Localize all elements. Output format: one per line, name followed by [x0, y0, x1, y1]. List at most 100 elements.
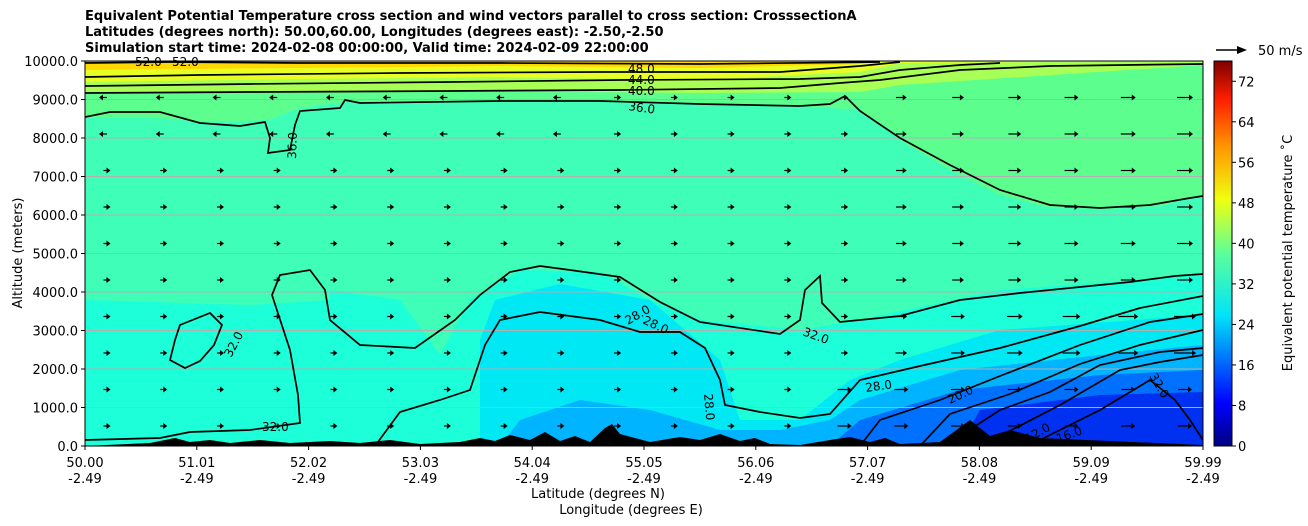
wind-vector-head: [390, 423, 395, 429]
wind-vectors: [99, 94, 1196, 429]
wind-vector-head: [560, 386, 565, 393]
wind-vector-head: [1074, 423, 1079, 429]
wind-vector-head: [219, 204, 224, 210]
wind-vector-head: [1134, 350, 1139, 356]
wind-vector-head: [730, 204, 735, 210]
wind-vector-head: [212, 94, 217, 101]
wind-vector-head: [673, 240, 678, 247]
contour-label: 52.0: [172, 55, 199, 69]
wind-vector-head: [673, 350, 678, 356]
x-tick-label-lat: 55.05: [625, 456, 662, 471]
wind-vector-head: [439, 131, 444, 137]
wind-vector-head: [617, 423, 622, 429]
wind-vector-head: [844, 167, 849, 174]
x-tick-label-lat: 58.08: [961, 456, 998, 471]
wind-vector-head: [390, 386, 395, 393]
x-tick-label-lat: 52.02: [290, 456, 327, 471]
x-axis-label-longitude: Longitude (degrees E): [559, 503, 703, 518]
wind-vector-head: [163, 350, 168, 356]
wind-vector-head: [960, 313, 965, 320]
wind-vector-head: [673, 131, 678, 137]
wind-vector-head: [787, 386, 792, 393]
wind-vector-head: [390, 204, 395, 210]
wind-vector-head: [1189, 167, 1193, 174]
wind-vector-head: [1188, 386, 1192, 393]
wind-vector-head: [844, 131, 849, 137]
wind-vector-head: [730, 350, 735, 356]
contour-label: 32.0: [262, 420, 289, 434]
wind-vector-head: [959, 131, 964, 137]
wind-vector-head: [730, 94, 735, 101]
wind-vector-head: [1018, 350, 1023, 356]
wind-vector-head: [1131, 167, 1136, 174]
wind-vector-head: [269, 131, 274, 137]
contour-label: 28.0: [864, 377, 892, 395]
wind-vector-head: [503, 350, 508, 356]
wind-vector-head: [155, 131, 160, 137]
wind-vector-head: [847, 423, 852, 429]
contour-24: [859, 313, 1203, 446]
x-tick-label-lon: -2.49: [68, 472, 102, 487]
x-tick-label-lat: 59.99: [1184, 456, 1221, 471]
wind-vector-head: [1189, 94, 1193, 101]
wind-vector-head: [503, 167, 508, 174]
wind-vector-head: [1017, 94, 1022, 101]
x-tick-label-lat: 59.09: [1073, 456, 1110, 471]
colorbar-tick-label: 40: [1238, 237, 1255, 252]
y-tick-label: 7000.0: [33, 171, 79, 186]
wind-vector-head: [1134, 313, 1139, 320]
wind-vector-head: [382, 131, 387, 137]
wind-vector-head: [844, 350, 849, 356]
contour-32-main: [85, 265, 1203, 441]
wind-vector-head: [1074, 277, 1079, 283]
wind-vector-head: [673, 423, 678, 429]
wind-vector-head: [617, 204, 622, 210]
wind-vector-head: [333, 167, 338, 174]
contour-8: [1039, 378, 1203, 441]
contour-label: 52.0: [135, 55, 162, 69]
chart-title-line-2: Latitudes (degrees north): 50.00,60.00, …: [85, 25, 664, 40]
colorbar-ticks: 0 8 16 24 32 40 48 56 64 72: [1232, 75, 1255, 455]
wind-vector-head: [276, 313, 281, 320]
wind-vector-head: [787, 350, 792, 356]
wind-reference-arrowhead-icon: [1237, 46, 1247, 54]
wind-vector-head: [560, 350, 565, 356]
wind-vector-head: [106, 167, 111, 174]
wind-vector-head: [496, 131, 501, 137]
wind-vector-head: [787, 240, 792, 247]
wind-vector-head: [1189, 277, 1193, 283]
x-tick-label-lon: -2.49: [404, 472, 438, 487]
wind-vector-head: [219, 386, 224, 393]
wind-vector-head: [1131, 204, 1136, 210]
wind-vector-head: [1017, 204, 1022, 210]
contour-label: 28.0: [701, 393, 717, 421]
wind-vector-head: [163, 313, 168, 320]
wind-vector-head: [106, 350, 111, 356]
wind-vector-head: [673, 94, 678, 101]
wind-vector-head: [390, 277, 395, 283]
colorbar-tick-label: 64: [1238, 116, 1255, 131]
wind-vector-head: [503, 240, 508, 247]
wind-vector-head: [155, 94, 160, 101]
wind-vector-head: [276, 277, 281, 283]
x-tick-label-lon: -2.49: [851, 472, 885, 487]
wind-vector-head: [903, 350, 908, 356]
wind-vector-head: [325, 131, 330, 137]
wind-vector-head: [390, 240, 395, 247]
wind-vector-head: [219, 240, 224, 247]
wind-reference-key: 50 m/s: [1216, 44, 1303, 59]
wind-vector-head: [163, 240, 168, 247]
x-tick-label-lon: -2.49: [515, 472, 549, 487]
contour-lines: [85, 61, 1203, 446]
wind-vector-head: [333, 423, 338, 429]
wind-vector-head: [560, 313, 565, 320]
contour-28-main: [374, 295, 1203, 446]
wind-vector-head: [1188, 423, 1192, 429]
wind-vector-head: [1189, 131, 1193, 137]
x-tick-label-lat: 56.06: [737, 456, 774, 471]
wind-vector-head: [503, 386, 508, 393]
wind-vector-head: [163, 167, 168, 174]
wind-vector-head: [844, 204, 849, 210]
wind-vector-head: [730, 386, 735, 393]
wind-vector-head: [503, 423, 508, 429]
